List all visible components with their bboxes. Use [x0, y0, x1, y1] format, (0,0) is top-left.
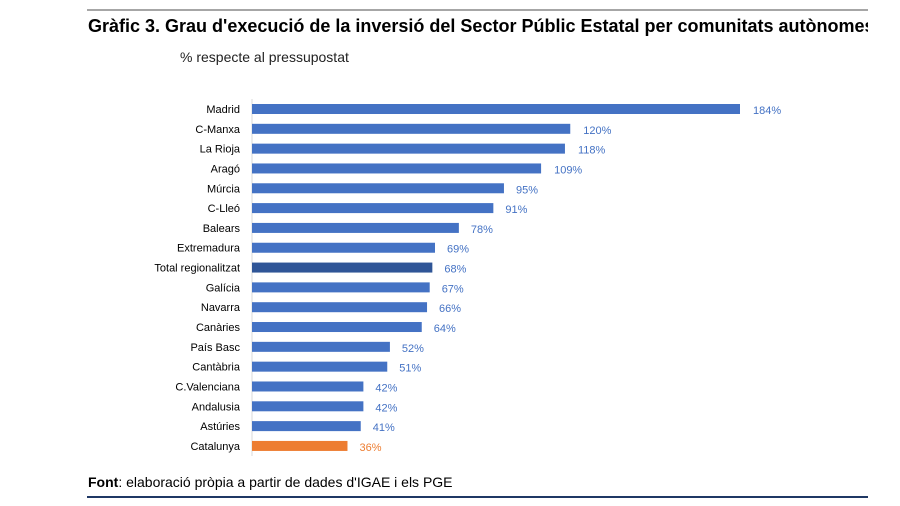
bar-balears	[252, 222, 459, 233]
category-label: C-Manxa	[195, 124, 241, 136]
data-label: 52%	[402, 343, 424, 355]
category-label: Balears	[203, 223, 241, 235]
category-label: Madrid	[206, 104, 240, 116]
bar-madrid	[252, 104, 740, 114]
bar-pa-s-basc	[252, 341, 390, 352]
bar-extremadura	[252, 242, 435, 253]
category-label: Múrcia	[207, 183, 241, 195]
category-label: Andalusia	[192, 401, 241, 413]
top-rule	[87, 9, 868, 11]
bar-andalusia	[252, 401, 364, 412]
bar-m-rcia	[252, 183, 504, 194]
category-label: Aragó	[211, 163, 240, 175]
category-label: La Rioja	[200, 144, 241, 156]
chart-subtitle: % respecte al pressupostat	[180, 49, 349, 65]
data-label: 69%	[447, 244, 469, 256]
data-label: 66%	[439, 303, 461, 315]
bar-c-valenciana	[252, 381, 364, 392]
bar-c-lle-	[252, 203, 494, 214]
data-label: 109%	[554, 164, 582, 176]
category-label: Cantàbria	[192, 362, 241, 374]
bar-arag-	[252, 163, 542, 174]
data-label: 42%	[375, 402, 397, 414]
bar-gal-cia	[252, 282, 430, 293]
bar-total-regionalitzat	[252, 262, 433, 273]
data-label: 51%	[399, 363, 421, 375]
bar-c-manxa	[252, 123, 571, 134]
data-label: 95%	[516, 184, 538, 196]
source-label: Font	[88, 474, 119, 490]
bottom-rule	[87, 496, 868, 498]
source-text: : elaboració pròpia a partir de dades d'…	[118, 474, 453, 490]
data-label: 67%	[442, 283, 464, 295]
category-label: C.Valenciana	[175, 381, 240, 393]
data-label: 41%	[373, 422, 395, 434]
data-label: 36%	[359, 442, 381, 454]
chart-title: Gràfic 3. Grau d'execució de la inversió…	[88, 16, 868, 36]
category-label: País Basc	[190, 342, 240, 354]
bar-la-rioja	[252, 143, 565, 154]
data-label: 64%	[434, 323, 456, 335]
category-label: Total regionalitzat	[154, 263, 240, 275]
data-label: 68%	[444, 264, 466, 276]
category-label: Canàries	[196, 322, 241, 334]
data-label: 120%	[583, 125, 611, 137]
bar-ast-ries	[252, 421, 361, 432]
category-label: Galícia	[206, 282, 241, 294]
data-label: 184%	[753, 105, 781, 117]
bar-navarra	[252, 302, 428, 313]
category-label: Extremadura	[177, 243, 241, 255]
category-label: Catalunya	[190, 441, 240, 453]
category-label: C-Lleó	[208, 203, 240, 215]
data-label: 118%	[578, 145, 606, 157]
source-note: Font: elaboració pròpia a partir de dade…	[88, 474, 453, 490]
bar-cant-bria	[252, 361, 388, 372]
category-label: Navarra	[201, 302, 241, 314]
data-label: 42%	[375, 382, 397, 394]
data-label: 78%	[471, 224, 493, 236]
bar-catalunya	[252, 440, 348, 451]
category-label: Astúries	[200, 421, 240, 433]
data-label: 91%	[505, 204, 527, 216]
bar-can-ries	[252, 322, 422, 333]
